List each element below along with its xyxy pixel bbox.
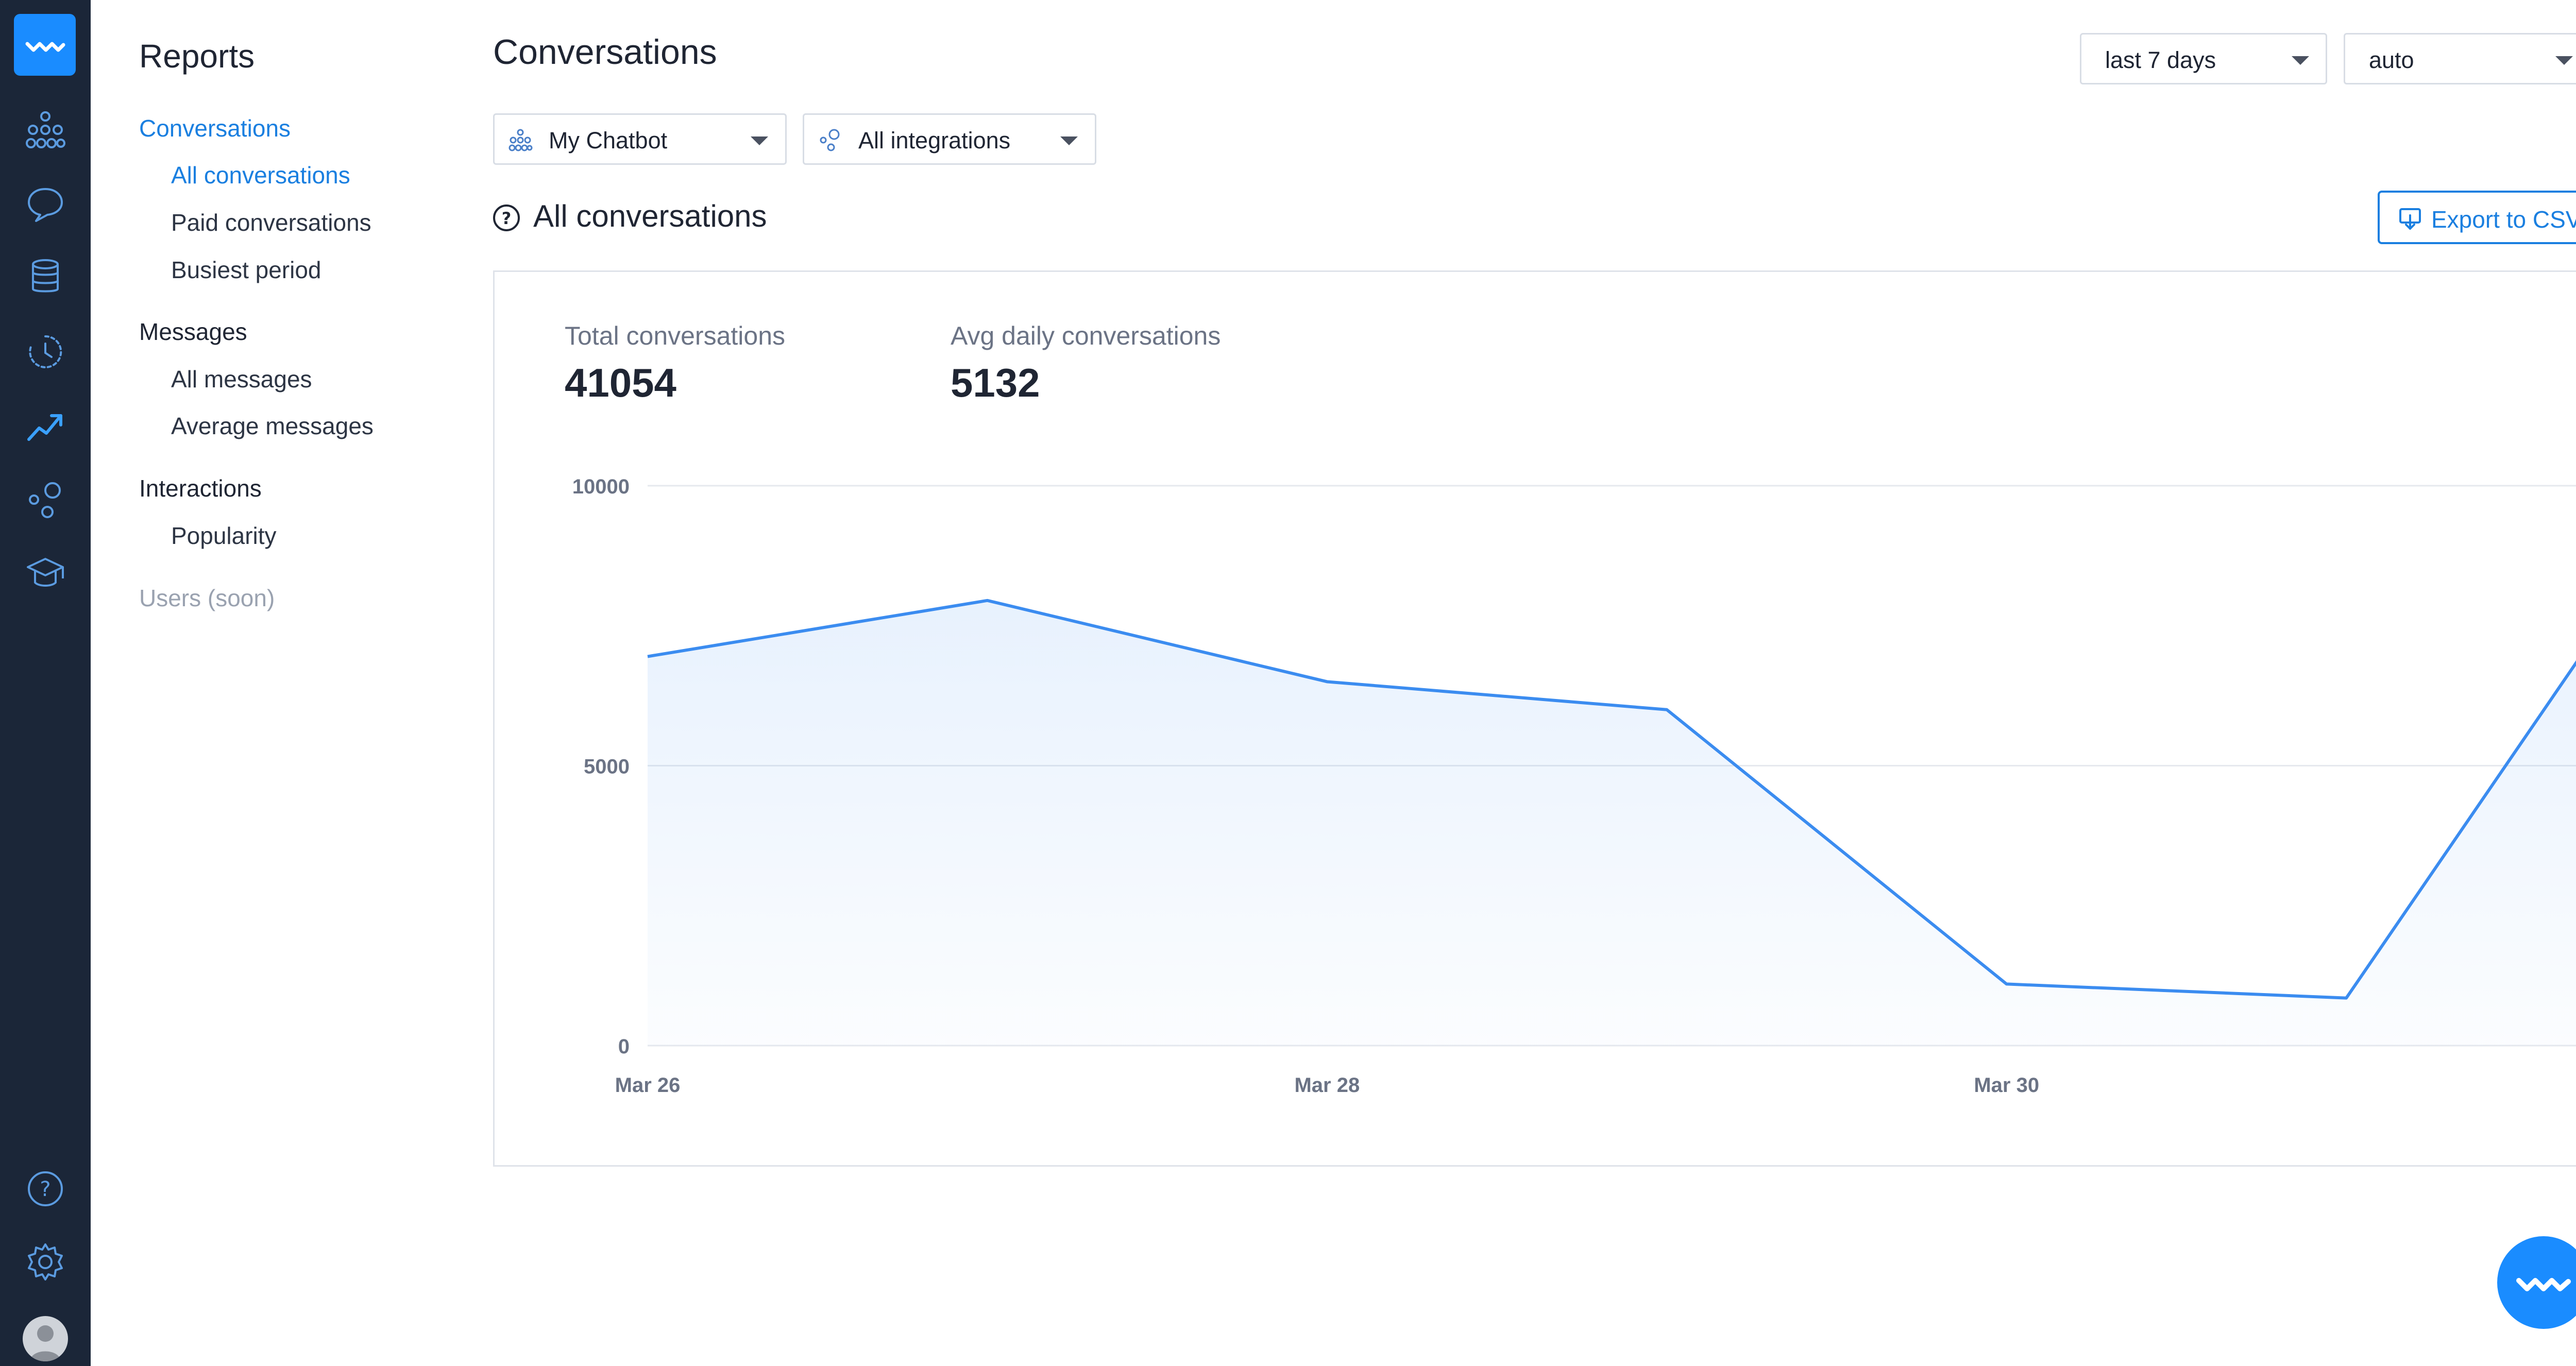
logo-icon — [2516, 1278, 2571, 1291]
svg-text:?: ? — [502, 209, 512, 228]
question-icon[interactable]: ? — [492, 203, 521, 232]
chevron-down-icon — [751, 136, 768, 145]
help-icon[interactable]: ? — [25, 1168, 66, 1209]
y-tick-label: 5000 — [584, 756, 630, 778]
export-csv-button[interactable]: Export to CSV — [2378, 191, 2576, 244]
chevron-down-icon — [2555, 56, 2573, 65]
chat-icon[interactable] — [25, 183, 66, 224]
x-tick-label: Mar 26 — [615, 1074, 681, 1097]
logo-icon[interactable] — [14, 14, 76, 76]
chatbot-select-value: My Chatbot — [549, 127, 668, 153]
database-icon[interactable] — [25, 256, 66, 297]
page-title: Conversations — [493, 32, 717, 72]
y-tick-label: 0 — [618, 1035, 630, 1058]
period-select-value: last 7 days — [2105, 47, 2216, 73]
integrations-icon[interactable] — [25, 479, 66, 520]
integration-select-value: All integrations — [858, 127, 1011, 153]
icon-sidebar: ? — [0, 0, 91, 1366]
series-line — [647, 599, 2576, 1000]
chevron-down-icon — [1060, 136, 1078, 145]
nav-item-busiest-period[interactable]: Busiest period — [171, 257, 321, 283]
nav-item-all-conversations[interactable]: All conversations — [171, 162, 350, 189]
granularity-select-value: auto — [2369, 47, 2414, 73]
period-select[interactable]: last 7 days — [2080, 33, 2327, 84]
svg-text:?: ? — [40, 1177, 50, 1201]
analytics-icon[interactable] — [25, 405, 66, 447]
nav-item-paid-conversations[interactable]: Paid conversations — [171, 209, 371, 236]
download-icon — [2399, 208, 2421, 230]
series-area — [648, 600, 2576, 1046]
x-tick-label: Mar 30 — [1974, 1074, 2039, 1097]
nav-item-users-soon: Users (soon) — [139, 585, 275, 611]
flows-icon — [509, 129, 533, 151]
academy-icon[interactable] — [25, 553, 66, 594]
nav-item-popularity[interactable]: Popularity — [171, 522, 277, 549]
history-icon[interactable] — [25, 331, 66, 372]
nav-title: Reports — [139, 38, 255, 75]
nav-item-all-messages[interactable]: All messages — [171, 366, 312, 392]
nav-group-interactions[interactable]: Interactions — [139, 475, 262, 502]
integrations-icon — [820, 129, 840, 151]
flows-icon[interactable] — [25, 109, 66, 150]
avatar[interactable] — [23, 1316, 68, 1361]
x-tick-label: Mar 28 — [1294, 1074, 1360, 1097]
avg-daily-conversations-value: 5132 — [951, 360, 1040, 405]
integration-select[interactable]: All integrations — [803, 113, 1096, 165]
total-conversations-label: Total conversations — [565, 321, 786, 350]
total-conversations-value: 41054 — [565, 360, 676, 405]
nav-item-average-messages[interactable]: Average messages — [171, 413, 374, 439]
settings-icon[interactable] — [25, 1241, 66, 1283]
y-tick-label: 10000 — [572, 475, 630, 498]
nav-group-conversations[interactable]: Conversations — [139, 115, 291, 142]
nav-group-messages[interactable]: Messages — [139, 318, 247, 345]
avg-daily-conversations-label: Avg daily conversations — [951, 321, 1221, 350]
chat-widget-button[interactable] — [2497, 1236, 2576, 1329]
export-csv-label: Export to CSV — [2431, 206, 2576, 233]
chatbot-select[interactable]: My Chatbot — [493, 113, 787, 165]
granularity-select[interactable]: auto — [2344, 33, 2576, 84]
chevron-down-icon — [2292, 56, 2309, 65]
section-title: All conversations — [533, 199, 767, 233]
chart-card: Total conversations 41054 Avg daily conv… — [493, 270, 2576, 1167]
